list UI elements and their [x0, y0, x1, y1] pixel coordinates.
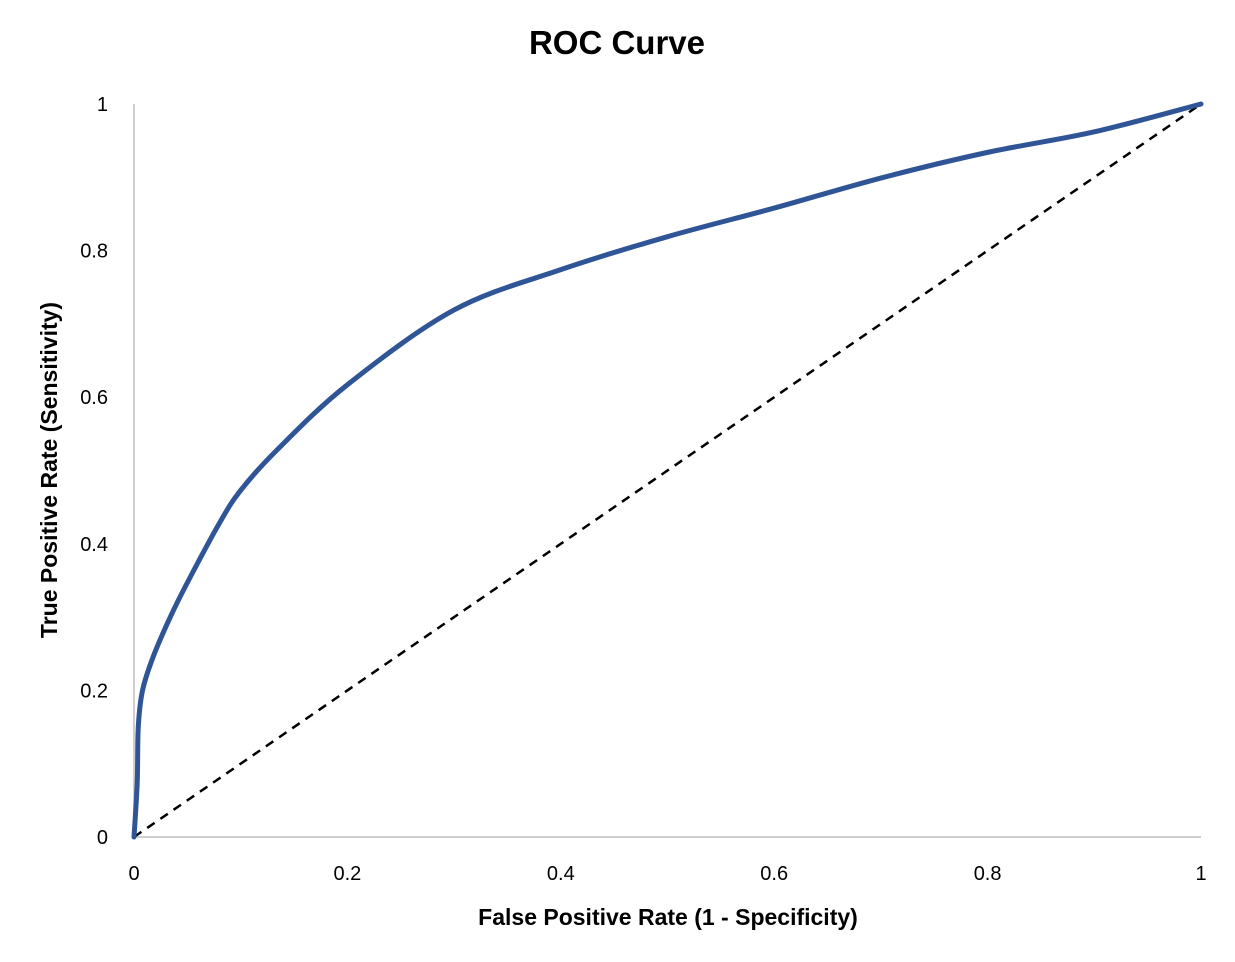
x-tick-label: 0.4	[547, 863, 575, 885]
x-tick-label: 0.6	[760, 863, 788, 885]
reference-diagonal-line	[133, 102, 1202, 839]
y-tick-label: 0.2	[80, 680, 108, 702]
y-tick-label: 0.8	[80, 241, 108, 263]
x-tick-label: 0.8	[974, 863, 1002, 885]
y-axis-label: True Positive Rate (Sensitivity)	[36, 302, 62, 638]
y-tick-label: 0.6	[80, 387, 108, 409]
x-tick-label: 0	[128, 863, 139, 885]
y-tick-label: 0.4	[80, 534, 108, 556]
x-tick-label: 1	[1195, 863, 1206, 885]
roc-curve-line	[131, 101, 1204, 840]
y-tick-label: 1	[97, 94, 108, 116]
x-axis-label: False Positive Rate (1 - Specificity)	[478, 904, 858, 930]
y-tick-label: 0	[97, 827, 108, 849]
x-tick-label: 0.2	[333, 863, 361, 885]
chart-title: ROC Curve	[529, 24, 705, 61]
